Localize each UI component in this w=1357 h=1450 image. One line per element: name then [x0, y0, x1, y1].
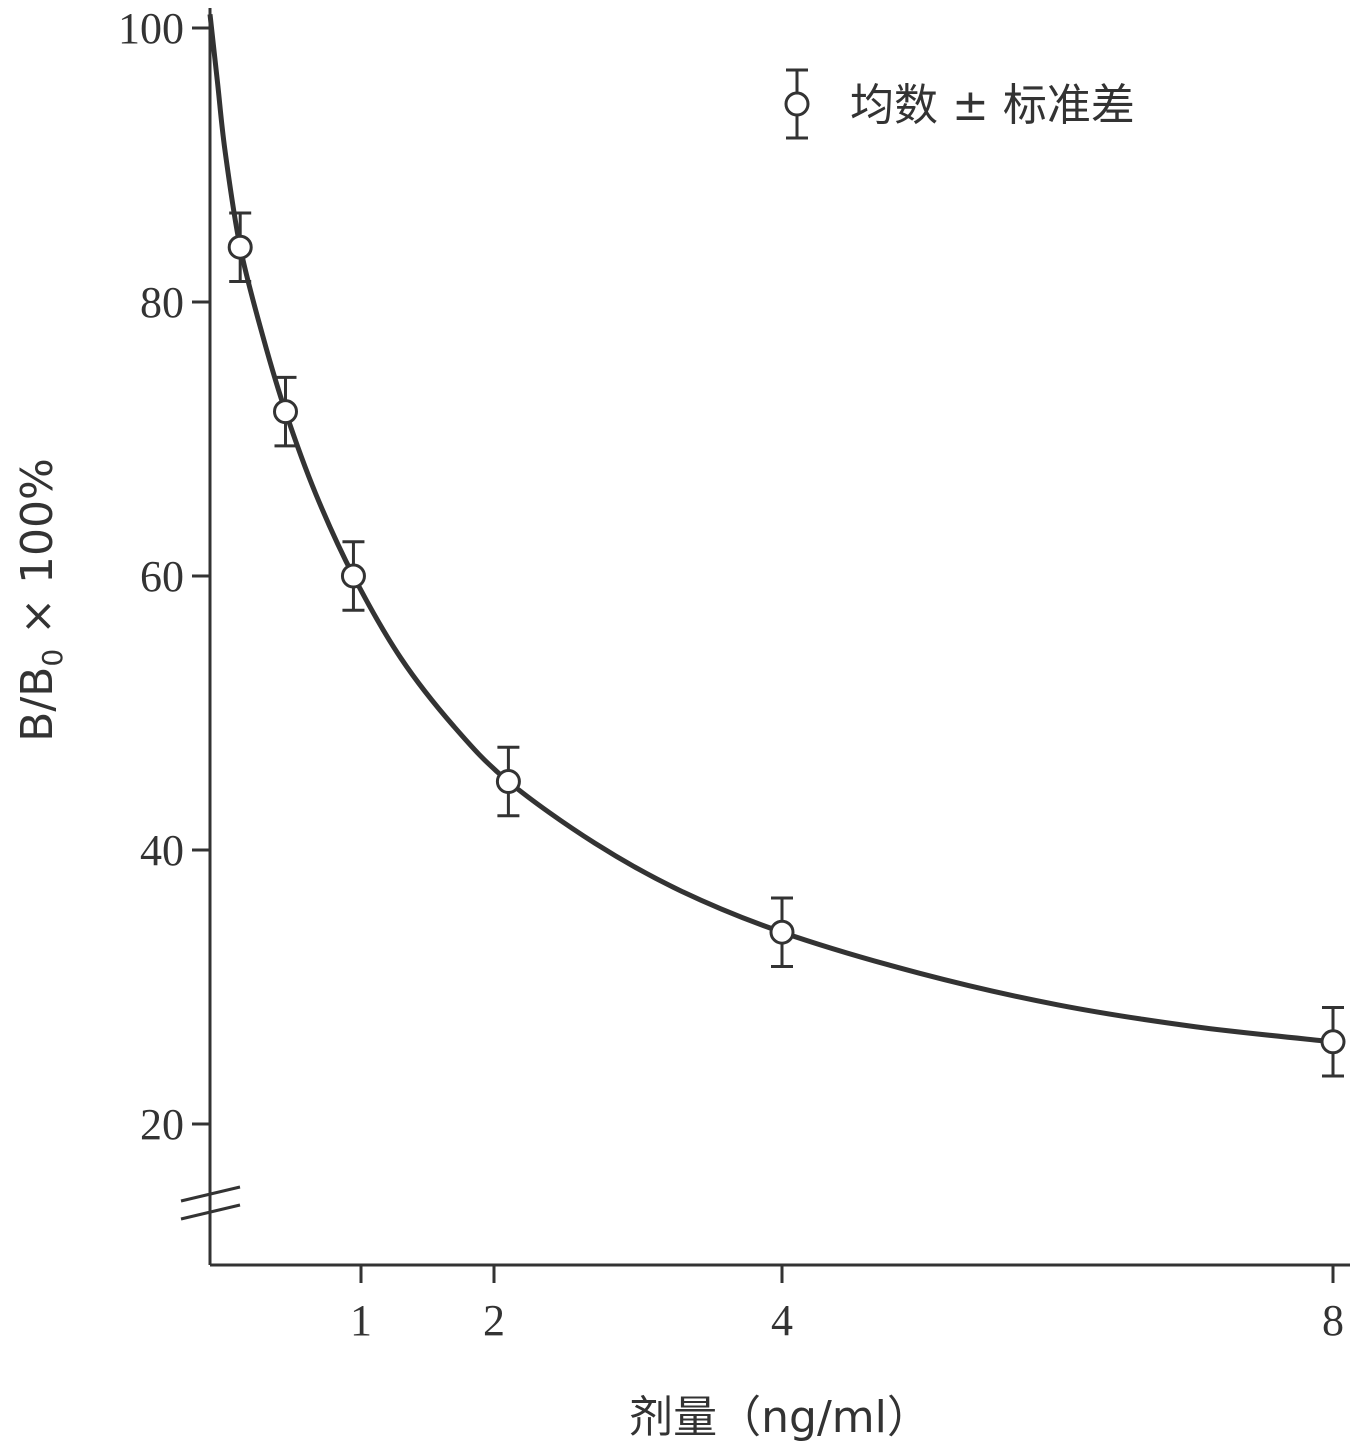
y-tick-label: 60 — [140, 552, 184, 601]
y-tick-label: 80 — [140, 278, 184, 327]
data-point — [769, 896, 795, 968]
axes: 20 40 60 80 100 1 2 4 8 — [118, 4, 1350, 1345]
x-tick-label: 2 — [483, 1296, 505, 1345]
data-point — [227, 211, 253, 283]
x-axis-title: 剂量（ng/ml） — [629, 1392, 931, 1443]
point-marker — [273, 399, 298, 425]
x-tick-label: 8 — [1322, 1296, 1344, 1345]
legend-label: 均数 ± 标准差 — [850, 80, 1135, 131]
x-tick-label: 1 — [350, 1296, 372, 1345]
y-tick-label: 40 — [140, 826, 184, 875]
plot-area — [207, 14, 1346, 1078]
legend: 均数 ± 标准差 — [784, 68, 1135, 140]
y-axis-title: B/B0 × 100% — [12, 458, 69, 742]
point-marker — [227, 234, 253, 260]
legend-marker — [784, 91, 810, 117]
y-axis-title-main: B/B — [12, 667, 63, 742]
x-tick-label: 4 — [771, 1296, 793, 1345]
point-marker — [340, 563, 366, 589]
y-tick-label: 20 — [140, 1100, 184, 1149]
axis-break-mark — [180, 1185, 241, 1203]
data-point — [273, 375, 298, 448]
y-axis-title-sub: 0 — [36, 649, 69, 667]
y-axis-title-rest: × 100% — [12, 458, 63, 649]
data-point — [1320, 1006, 1346, 1078]
y-tick-label: 100 — [118, 4, 184, 53]
data-point — [340, 540, 366, 612]
point-marker — [769, 919, 795, 945]
fit-curve — [207, 14, 1334, 1045]
data-point — [495, 745, 521, 818]
point-marker — [495, 769, 521, 794]
point-marker — [1320, 1029, 1346, 1055]
axis-break-mark — [180, 1203, 241, 1221]
